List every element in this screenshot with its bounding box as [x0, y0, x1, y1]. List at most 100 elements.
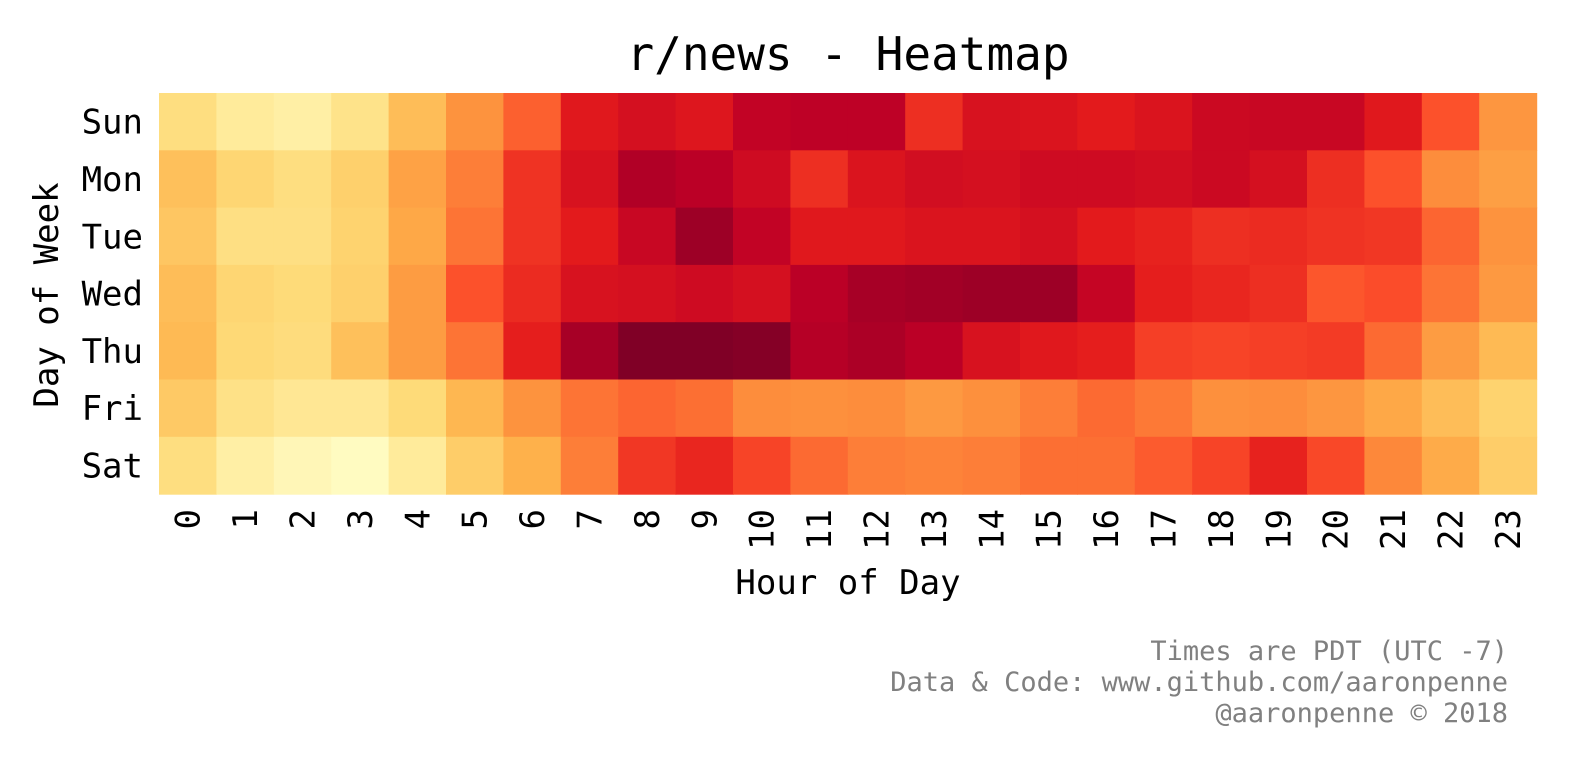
y-axis-label: Day of Week: [27, 182, 67, 407]
x-tick-label-0: 0: [169, 509, 209, 529]
heatmap-cell-fri-7: [560, 379, 619, 438]
heatmap-cell-wed-5: [446, 264, 504, 323]
heatmap-cell-tue-13: [905, 207, 964, 266]
heatmap-cell-sun-4: [388, 93, 447, 151]
x-tick-label-17: 17: [1145, 509, 1185, 550]
heatmap-cell-mon-1: [216, 150, 275, 209]
heatmap-cell-thu-1: [216, 322, 275, 381]
y-tick-label-sat: Sat: [82, 446, 143, 486]
heatmap-cell-mon-0: [159, 150, 217, 209]
heatmap-cell-thu-9: [675, 322, 734, 381]
heatmap-cell-sun-11: [790, 93, 849, 151]
heatmap-cell-wed-16: [1077, 264, 1136, 323]
heatmap-cell-sat-8: [618, 436, 677, 495]
x-tick-label-8: 8: [628, 509, 668, 529]
heatmap-cell-tue-22: [1421, 207, 1480, 266]
heatmap-cell-sat-21: [1364, 436, 1423, 495]
heatmap-cell-tue-10: [733, 207, 791, 266]
x-tick-label-12: 12: [858, 509, 898, 550]
x-tick-label-18: 18: [1202, 509, 1242, 550]
heatmap-cell-mon-12: [847, 150, 906, 209]
x-tick-label-4: 4: [398, 509, 438, 529]
heatmap-cell-sun-21: [1364, 93, 1423, 151]
heatmap-cell-tue-19: [1249, 207, 1308, 266]
heatmap-cell-fri-16: [1077, 379, 1136, 438]
heatmap-cell-sun-3: [331, 93, 390, 151]
heatmap-cell-fri-10: [733, 379, 791, 438]
heatmap-cell-tue-2: [273, 207, 332, 266]
heatmap-cell-fri-19: [1249, 379, 1308, 438]
heatmap-cell-tue-20: [1307, 207, 1365, 266]
heatmap-cell-fri-23: [1479, 379, 1538, 438]
heatmap-cell-sat-16: [1077, 436, 1136, 495]
heatmap-cell-thu-5: [446, 322, 504, 381]
x-tick-label-22: 22: [1432, 509, 1472, 550]
x-tick-label-15: 15: [1030, 509, 1070, 550]
heatmap-cell-thu-11: [790, 322, 849, 381]
heatmap-cell-sun-17: [1134, 93, 1193, 151]
x-tick-label-14: 14: [972, 509, 1012, 550]
heatmap-cell-mon-13: [905, 150, 964, 209]
x-tick-label-3: 3: [341, 509, 381, 529]
heatmap-cell-sat-6: [503, 436, 562, 495]
heatmap-cell-fri-17: [1134, 379, 1193, 438]
heatmap-cell-mon-19: [1249, 150, 1308, 209]
heatmap-cell-sun-13: [905, 93, 964, 151]
heatmap-cell-thu-19: [1249, 322, 1308, 381]
heatmap-cell-wed-23: [1479, 264, 1538, 323]
heatmap-cell-mon-15: [1020, 150, 1078, 209]
heatmap-cell-sun-20: [1307, 93, 1365, 151]
heatmap-cell-mon-23: [1479, 150, 1538, 209]
heatmap-cell-wed-0: [159, 264, 217, 323]
x-tick-label-5: 5: [456, 509, 496, 529]
heatmap-cell-fri-3: [331, 379, 390, 438]
heatmap-cell-wed-14: [962, 264, 1021, 323]
heatmap-cell-thu-20: [1307, 322, 1365, 381]
heatmap-cell-mon-6: [503, 150, 562, 209]
heatmap-cell-tue-14: [962, 207, 1021, 266]
heatmap-cell-tue-15: [1020, 207, 1078, 266]
heatmap-cell-fri-22: [1421, 379, 1480, 438]
heatmap-cell-thu-18: [1192, 322, 1251, 381]
y-tick-label-wed: Wed: [82, 275, 143, 315]
heatmap-cell-sun-15: [1020, 93, 1078, 151]
heatmap-cell-mon-5: [446, 150, 504, 209]
heatmap-cell-sun-14: [962, 93, 1021, 151]
heatmap-cell-thu-3: [331, 322, 390, 381]
heatmap-cell-tue-1: [216, 207, 275, 266]
heatmap-cell-mon-11: [790, 150, 849, 209]
heatmap-cell-tue-7: [560, 207, 619, 266]
heatmap-cell-sun-12: [847, 93, 906, 151]
heatmap-cell-fri-21: [1364, 379, 1423, 438]
footer-credits: Times are PDT (UTC -7) Data & Code: www.…: [890, 636, 1508, 729]
heatmap-cell-sun-16: [1077, 93, 1136, 151]
heatmap-cell-wed-1: [216, 264, 275, 323]
heatmap-cell-tue-9: [675, 207, 734, 266]
x-tick-label-16: 16: [1087, 509, 1127, 550]
heatmap-cell-tue-21: [1364, 207, 1423, 266]
heatmap-cell-wed-7: [560, 264, 619, 323]
heatmap-cell-sat-4: [388, 436, 447, 495]
heatmap-cell-mon-2: [273, 150, 332, 209]
heatmap-cell-sat-12: [847, 436, 906, 495]
heatmap-cell-fri-5: [446, 379, 504, 438]
heatmap-cell-wed-18: [1192, 264, 1251, 323]
heatmap-cell-sat-17: [1134, 436, 1193, 495]
heatmap-cell-thu-16: [1077, 322, 1136, 381]
heatmap-cell-mon-8: [618, 150, 677, 209]
heatmap-cell-thu-14: [962, 322, 1021, 381]
heatmap-cell-fri-9: [675, 379, 734, 438]
y-tick-labels: Sun Mon Tue Wed Thu Fri Sat: [82, 103, 143, 487]
heatmap-cell-tue-11: [790, 207, 849, 266]
heatmap-cell-wed-3: [331, 264, 390, 323]
heatmap-cell-mon-3: [331, 150, 390, 209]
heatmap-cell-sun-1: [216, 93, 275, 151]
heatmap-cell-sat-3: [331, 436, 390, 495]
heatmap-cell-tue-16: [1077, 207, 1136, 266]
heatmap-cell-sat-22: [1421, 436, 1480, 495]
heatmap-cell-mon-18: [1192, 150, 1251, 209]
footer-timezone-note: Times are PDT (UTC -7): [1150, 636, 1508, 667]
heatmap-cell-fri-18: [1192, 379, 1251, 438]
heatmap-cell-thu-2: [273, 322, 332, 381]
